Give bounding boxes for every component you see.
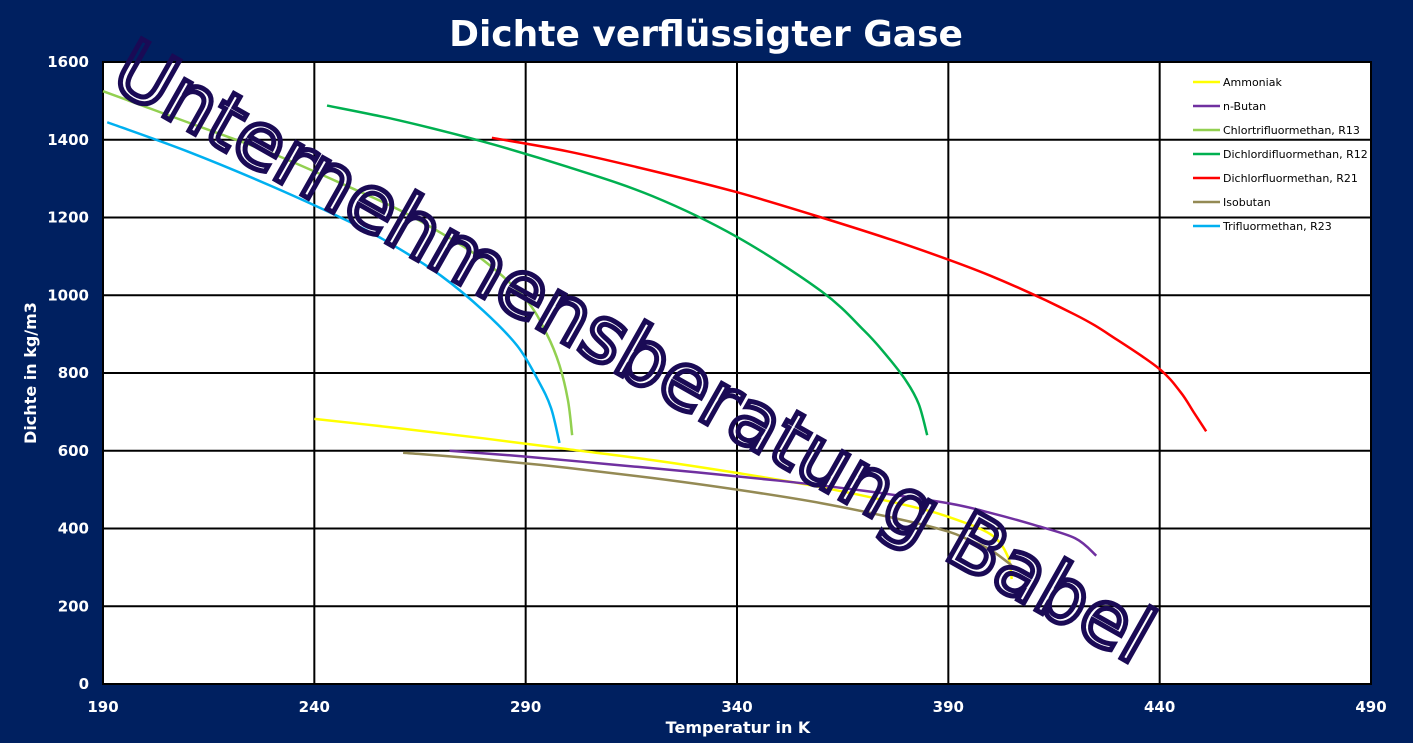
- legend-label-n-butan: n-Butan: [1223, 100, 1266, 113]
- series-line-chlortrifluormethan-r13: [102, 89, 574, 436]
- x-tick-label-5: 440: [1144, 698, 1175, 716]
- series-line-isobutan: [402, 451, 1013, 567]
- legend-label-chlortrifluormethan-r13: Chlortrifluormethan, R13: [1223, 124, 1360, 137]
- legend: Ammoniak n-Butan Chlortrifluormethan, R13 D…: [1193, 76, 1368, 233]
- y-tick-label-2: 400: [58, 520, 89, 538]
- plot-border: [102, 61, 1372, 685]
- x-tick-label-0: 190: [87, 698, 118, 716]
- x-tick-label-3: 340: [721, 698, 752, 716]
- legend-label-dichlorfluormethan-r21: Dichlorfluormethan, R21: [1223, 172, 1358, 185]
- series-line-dichlorfluormethan-r21: [491, 136, 1208, 432]
- chart-title: Dichte verflüssigter Gase: [449, 14, 963, 55]
- series-line-trifluormethan-r23: [106, 121, 561, 444]
- legend-label-dichlordifluormethan-r12: Dichlordifluormethan, R12: [1223, 148, 1368, 161]
- y-tick-label-4: 800: [58, 364, 89, 382]
- y-tick-label-5: 1000: [47, 286, 89, 304]
- legend-label-ammoniak: Ammoniak: [1223, 76, 1282, 89]
- y-tick-label-3: 600: [58, 442, 89, 460]
- series-line-ammoniak: [314, 417, 1013, 580]
- x-tick-label-2: 290: [510, 698, 541, 716]
- y-tick-label-8: 1600: [47, 53, 89, 71]
- x-tick-label-1: 240: [299, 698, 330, 716]
- legend-label-trifluormethan-r23: Trifluormethan, R23: [1222, 220, 1332, 233]
- y-tick-label-1: 200: [58, 597, 89, 615]
- series-line-n-butan: [449, 449, 1098, 557]
- series-lines: [102, 89, 1208, 580]
- series-line-dichlordifluormethan-r12: [326, 104, 929, 436]
- gridlines: [102, 61, 1372, 685]
- y-axis-ticks: 0 200 400 600 800 1000 1200 1400 1600: [47, 53, 89, 693]
- y-tick-label-0: 0: [79, 675, 89, 693]
- x-tick-label-4: 390: [933, 698, 964, 716]
- x-axis-label: Temperatur in K: [666, 718, 811, 737]
- y-tick-label-6: 1200: [47, 209, 89, 227]
- x-axis-ticks: 190 240 290 340 390 440 490: [87, 698, 1386, 716]
- y-tick-label-7: 1400: [47, 131, 89, 149]
- y-axis-label: Dichte in kg/m3: [21, 302, 40, 444]
- legend-label-isobutan: Isobutan: [1223, 196, 1271, 209]
- x-tick-label-6: 490: [1355, 698, 1386, 716]
